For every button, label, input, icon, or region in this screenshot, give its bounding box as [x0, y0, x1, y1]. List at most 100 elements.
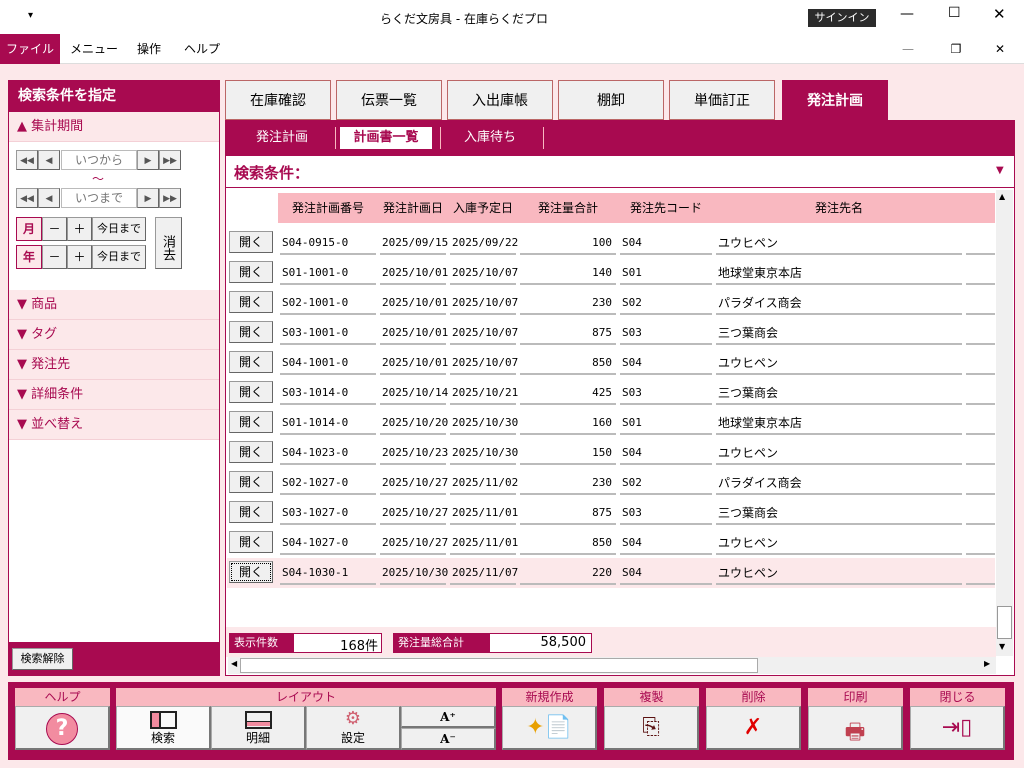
- section-3[interactable]: ▼ 詳細条件: [9, 380, 219, 410]
- vertical-scrollbar[interactable]: ▲ ▼: [996, 190, 1013, 656]
- scroll-down-icon[interactable]: ▼: [999, 642, 1006, 651]
- open-button[interactable]: 開く: [229, 261, 273, 283]
- doc-close-icon[interactable]: ✕: [994, 42, 1006, 56]
- open-button[interactable]: 開く: [229, 441, 273, 463]
- cell-2: 2025/10/07: [450, 291, 518, 315]
- column-header[interactable]: 発注計画日: [382, 201, 443, 215]
- cell-4: S02: [620, 471, 712, 495]
- subtab-0[interactable]: 発注計画: [255, 130, 308, 145]
- section-0[interactable]: ▼ 商品: [9, 290, 219, 320]
- column-header[interactable]: 発注計画番号: [291, 201, 364, 215]
- menu-help[interactable]: ヘルプ: [183, 42, 220, 56]
- section-1[interactable]: ▼ タグ: [9, 320, 219, 350]
- menu-menu[interactable]: メニュー: [69, 42, 118, 56]
- quick-access-icon[interactable]: ▾: [28, 10, 34, 21]
- year-today-button[interactable]: 今日まで: [92, 245, 146, 269]
- subtab-2[interactable]: 入庫待ち: [463, 130, 516, 145]
- tab-4[interactable]: 単価訂正: [669, 80, 775, 120]
- section-2[interactable]: ▼ 発注先: [9, 350, 219, 380]
- column-header[interactable]: 発注量合計: [537, 201, 598, 215]
- close-button[interactable]: ⇥▯: [910, 706, 1005, 750]
- open-button[interactable]: 開く: [229, 381, 273, 403]
- cell-1: 2025/10/30: [380, 561, 448, 585]
- new-button[interactable]: ✦📄: [502, 706, 597, 750]
- table-row: 開く S01-1001-0 2025/10/01 2025/10/07 140 S01 地球…: [227, 258, 995, 288]
- font-smaller-button[interactable]: A⁻: [401, 728, 496, 750]
- title-bar: ▾ らくだ文房具 - 在庫らくだプロ サインイン — ☐ ✕: [0, 0, 1024, 34]
- last-icon[interactable]: ▶▶: [159, 188, 181, 208]
- settings-button[interactable]: ⚙ 設定: [306, 706, 401, 750]
- reset-search-button[interactable]: 検索解除: [12, 648, 73, 670]
- prev-icon[interactable]: ◀: [38, 150, 60, 170]
- minimize-icon[interactable]: —: [900, 6, 914, 22]
- subtab-divider: [335, 127, 336, 149]
- hscroll-thumb[interactable]: [240, 658, 758, 673]
- help-button[interactable]: ?: [15, 706, 110, 750]
- tab-2[interactable]: 入出庫帳: [447, 80, 553, 120]
- section-period[interactable]: ▲ 集計期間: [9, 112, 219, 142]
- expand-caret-icon[interactable]: ▼: [996, 165, 1004, 176]
- scroll-thumb[interactable]: [997, 606, 1012, 639]
- copy-button[interactable]: ⎘: [604, 706, 699, 750]
- section-4[interactable]: ▼ 並べ替え: [9, 410, 219, 440]
- year-plus-button[interactable]: ＋: [67, 245, 92, 269]
- open-button[interactable]: 開く: [229, 501, 273, 523]
- cell-5: ユウヒペン: [716, 561, 962, 585]
- month-today-button[interactable]: 今日まで: [92, 217, 146, 241]
- open-button[interactable]: 開く: [229, 291, 273, 313]
- menu-operation[interactable]: 操作: [136, 42, 161, 56]
- clear-button[interactable]: 消去: [155, 217, 182, 269]
- first-icon[interactable]: ◀◀: [16, 150, 38, 170]
- tab-3[interactable]: 棚卸: [558, 80, 664, 120]
- font-larger-button[interactable]: A⁺: [401, 706, 496, 728]
- scroll-right-icon[interactable]: ▶: [984, 659, 991, 668]
- layout-detail-button[interactable]: 明細: [211, 706, 306, 750]
- open-button[interactable]: 開く: [229, 321, 273, 343]
- close-group-label: 閉じる: [910, 688, 1005, 706]
- last-icon[interactable]: ▶▶: [159, 150, 181, 170]
- close-icon[interactable]: ✕: [993, 5, 1006, 23]
- cell-0: S02-1027-0: [280, 471, 376, 495]
- table-row: 開く S04-1023-0 2025/10/23 2025/10/30 150 S04 ユウ…: [227, 438, 995, 468]
- signin-button[interactable]: サインイン: [808, 9, 876, 27]
- from-date-input[interactable]: [61, 150, 137, 170]
- open-button[interactable]: 開く: [229, 351, 273, 373]
- next-icon[interactable]: ▶: [137, 188, 159, 208]
- doc-restore-icon[interactable]: ❐: [950, 42, 962, 56]
- scroll-left-icon[interactable]: ◀: [231, 659, 238, 668]
- column-header[interactable]: 発注先コード: [629, 201, 702, 215]
- table-row: 開く S04-1001-0 2025/10/01 2025/10/07 850 S04 ユウ…: [227, 348, 995, 378]
- open-button[interactable]: 開く: [229, 411, 273, 433]
- open-button[interactable]: 開く: [229, 231, 273, 253]
- cell-extra: [966, 501, 995, 525]
- subtab-1[interactable]: 計画書一覧: [340, 127, 432, 149]
- cell-2: 2025/10/21: [450, 381, 518, 405]
- table-row: 開く S03-1014-0 2025/10/14 2025/10/21 425 S03 三つ…: [227, 378, 995, 408]
- column-header[interactable]: 発注先名: [814, 201, 863, 215]
- month-minus-button[interactable]: －: [42, 217, 67, 241]
- scroll-up-icon[interactable]: ▲: [999, 192, 1006, 201]
- open-button[interactable]: 開く: [229, 561, 273, 583]
- month-plus-button[interactable]: ＋: [67, 217, 92, 241]
- tab-0[interactable]: 在庫確認: [225, 80, 331, 120]
- tab-1[interactable]: 伝票一覧: [336, 80, 442, 120]
- menu-file[interactable]: ファイル: [0, 34, 60, 64]
- tab-5[interactable]: 発注計画: [782, 80, 888, 120]
- open-button[interactable]: 開く: [229, 471, 273, 493]
- doc-minimize-icon[interactable]: —: [902, 42, 914, 56]
- open-button[interactable]: 開く: [229, 531, 273, 553]
- close-icon: ⇥▯: [941, 715, 973, 740]
- cell-2: 2025/10/07: [450, 351, 518, 375]
- search-condition-bar[interactable]: 検索条件： ▼: [226, 156, 1014, 188]
- prev-icon[interactable]: ◀: [38, 188, 60, 208]
- to-date-input[interactable]: [61, 188, 137, 208]
- column-header[interactable]: 入庫予定日: [452, 201, 513, 215]
- year-minus-button[interactable]: －: [42, 245, 67, 269]
- delete-button[interactable]: ✗: [706, 706, 801, 750]
- horizontal-scrollbar[interactable]: ◀ ▶: [228, 657, 996, 674]
- next-icon[interactable]: ▶: [137, 150, 159, 170]
- layout-search-button[interactable]: 検索: [116, 706, 211, 750]
- print-button[interactable]: 🖶: [808, 706, 903, 750]
- maximize-icon[interactable]: ☐: [948, 5, 961, 21]
- first-icon[interactable]: ◀◀: [16, 188, 38, 208]
